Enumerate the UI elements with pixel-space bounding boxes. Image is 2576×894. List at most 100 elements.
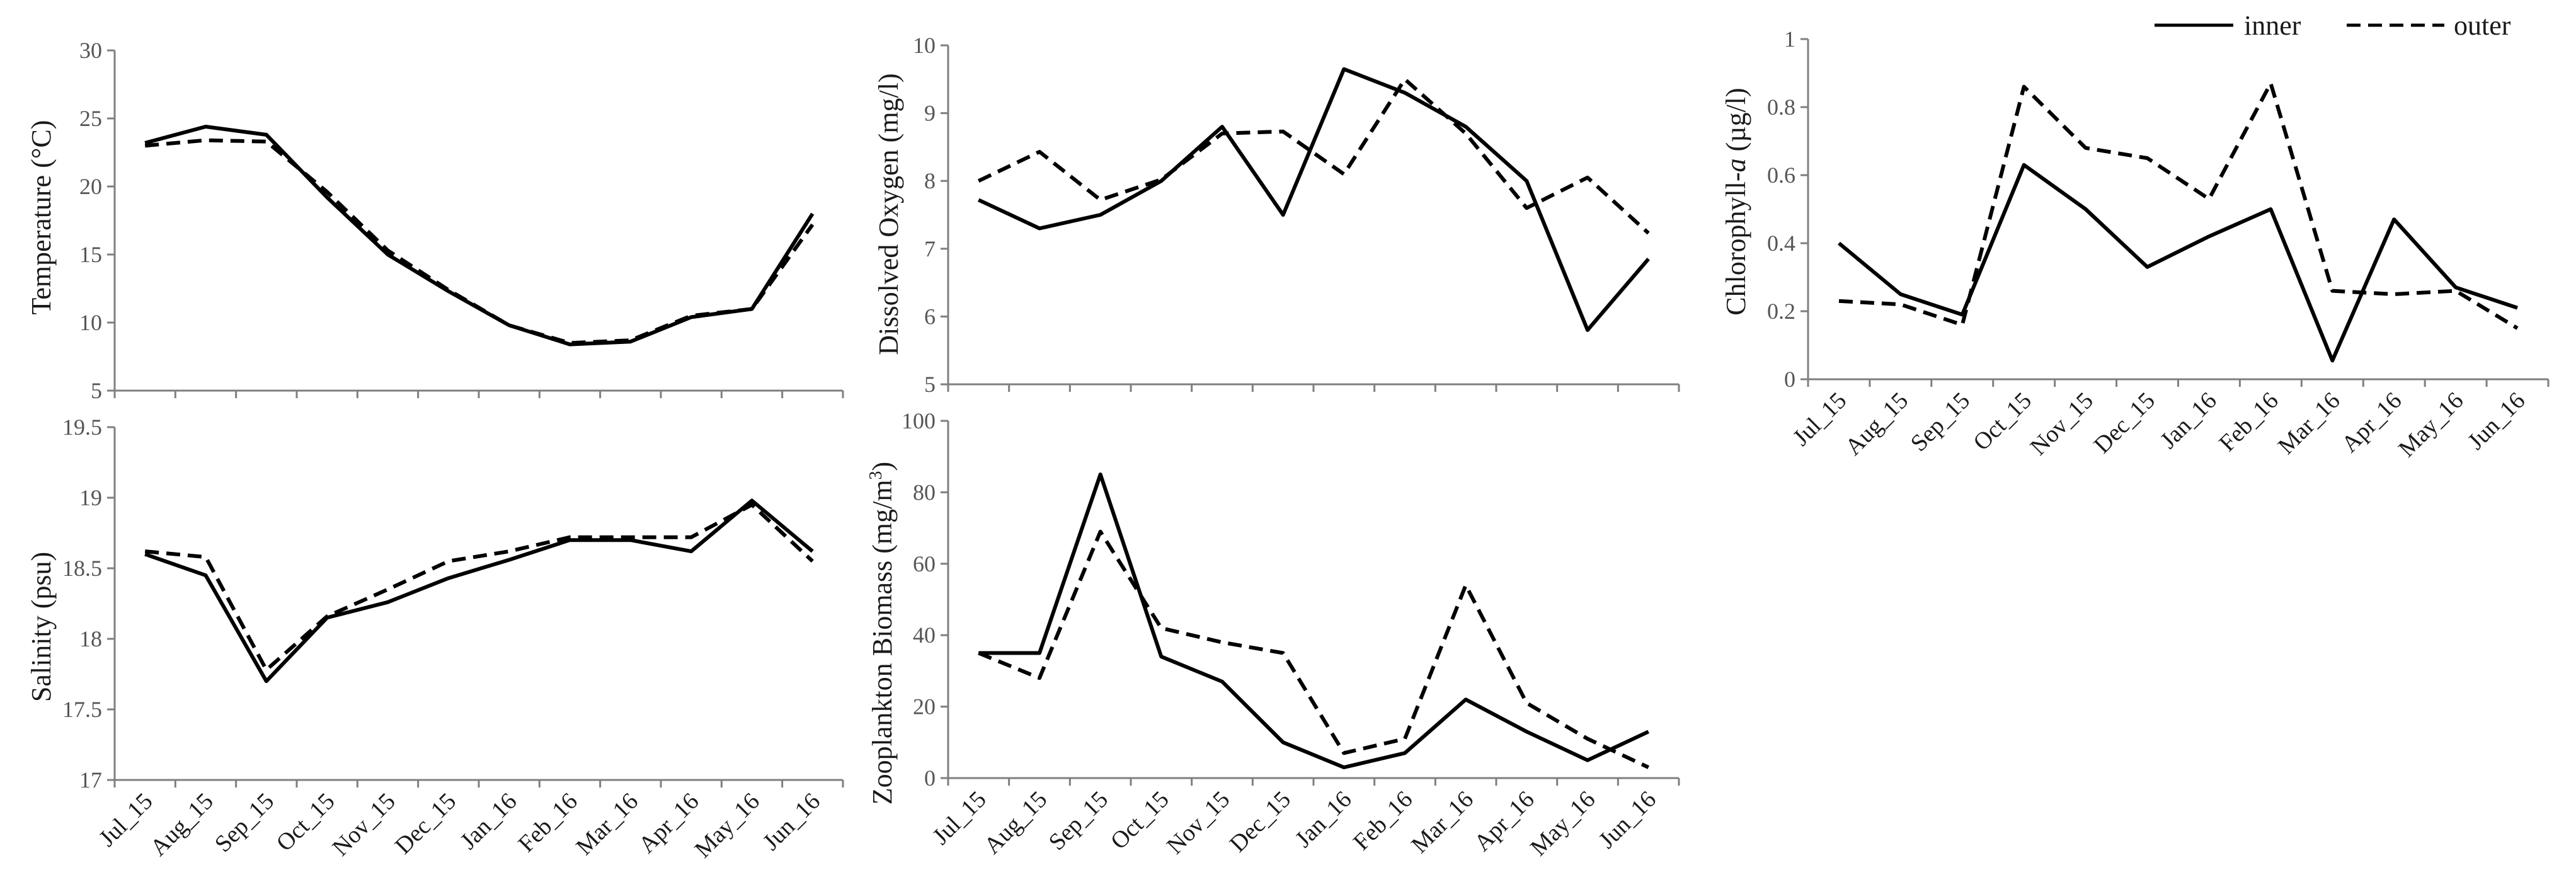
zooplankton-x-ticks: Jul_15Aug_15Sep_15Oct_15Nov_15Dec_15Jan_… (927, 786, 1661, 861)
zooplankton-x-tick-label: Nov_15 (1162, 786, 1235, 859)
temperature-y-tick-label: 15 (79, 242, 102, 267)
zooplankton-ylabel-part2: ) (867, 462, 898, 471)
chlorophyll-y-tick-label: 0.8 (1767, 95, 1795, 120)
zooplankton-x-tick-label: Sep_15 (1044, 786, 1113, 856)
temperature-y-tick-label: 10 (79, 310, 102, 335)
dissolved-oxygen-y-tick-label: 6 (924, 304, 936, 329)
chlorophyll-x-tick-label: Jun_16 (2463, 387, 2530, 455)
salinity-series (144, 498, 814, 684)
chlorophyll-y-tick-label: 1 (1784, 26, 1795, 52)
salinity-x-tick-label: Mar_16 (571, 788, 643, 861)
dissolved-oxygen-y-tick-label: 5 (924, 372, 936, 397)
dissolved-oxygen-y-tick-label: 9 (924, 101, 936, 126)
zooplankton-ylabel-sup: 3 (866, 471, 886, 479)
chlorophyll-x-tick-label: Nov_15 (2025, 387, 2098, 461)
salinity-x-tick-label: Jan_16 (455, 788, 522, 855)
salinity-x-tick-label: Sep_15 (210, 788, 279, 857)
legend: inner outer (2155, 10, 2511, 41)
salinity-y-tick-label: 19 (79, 485, 102, 510)
zooplankton-y-tick-label: 100 (902, 408, 936, 433)
temperature-y-ticks: 5 10 15 20 25 30 (79, 38, 115, 403)
dissolved-oxygen-y-tick-label: 7 (924, 236, 936, 261)
dissolved-oxygen-series (978, 67, 1650, 332)
zooplankton-x-tick-label: Dec_15 (1225, 786, 1296, 857)
salinity-x-tick-label: Jun_16 (758, 788, 825, 856)
chlorophyll-ylabel: Chlorophyll-a (µg/l) (1720, 88, 1751, 315)
salinity-x-tick-label: Oct_15 (272, 788, 340, 857)
dissolved-oxygen-axes (947, 45, 1680, 392)
salinity-series-outer (144, 503, 814, 672)
dissolved-oxygen-y-tick-label: 8 (924, 168, 936, 193)
zooplankton-x-tick-label: Jan_16 (1290, 786, 1357, 853)
chlorophyll-x-tick-label: May_16 (2393, 387, 2468, 462)
salinity-series-inner (144, 498, 814, 684)
chlorophyll-x-tick-label: Feb_16 (2214, 387, 2283, 457)
chlorophyll-ylabel-part1: Chlorophyll- (1720, 172, 1751, 315)
zooplankton-ylabel: Zooplankton Biomass (mg/m3) (866, 462, 898, 805)
zooplankton-x-tick-label: Aug_15 (979, 786, 1052, 859)
salinity-x-tick-label: Nov_15 (328, 788, 401, 861)
zooplankton-series-outer (978, 529, 1649, 769)
temperature-ylabel: Temperature (°C) (26, 120, 57, 315)
dissolved-oxygen-y-tick-label: 10 (913, 33, 936, 58)
chlorophyll-chart: Chlorophyll-a (µg/l) 0 0.2 0.4 0.6 0.8 1 Jul_… (1720, 26, 2550, 462)
zooplankton-y-tick-label: 0 (924, 765, 936, 791)
salinity-x-ticks: Jul_15Aug_15Sep_15Oct_15Nov_15Dec_15Jan_… (94, 788, 825, 863)
zooplankton-chart: Zooplankton Biomass (mg/m3) 0 20 40 60 80 100… (866, 408, 1680, 861)
salinity-y-tick-label: 19.5 (62, 415, 102, 440)
temperature-axes (113, 50, 844, 398)
temperature-y-tick-label: 30 (79, 38, 102, 63)
temperature-y-tick-label: 25 (79, 106, 102, 131)
zooplankton-y-ticks: 0 20 40 60 80 100 (902, 408, 948, 791)
chlorophyll-series (1838, 81, 2519, 363)
zooplankton-ylabel-part1: Zooplankton Biomass (mg/m (867, 479, 898, 805)
zooplankton-series (978, 473, 1649, 769)
temperature-chart: Temperature (°C) 5 10 15 20 25 30 (26, 38, 844, 403)
dissolved-oxygen-series-outer (978, 77, 1650, 235)
chlorophyll-y-tick-label: 0.6 (1767, 163, 1795, 188)
salinity-y-tick-label: 18.5 (62, 556, 102, 581)
salinity-chart: Salinity (psu) 17 17.5 18 18.5 19 19.5 Jul_15… (26, 415, 844, 863)
zooplankton-series-inner (978, 473, 1649, 769)
dissolved-oxygen-ylabel: Dissolved Oxygen (mg/l) (873, 73, 904, 355)
chlorophyll-x-tick-label: Oct_15 (1968, 387, 2037, 456)
chlorophyll-x-tick-label: Aug_15 (1840, 387, 1913, 461)
chlorophyll-x-ticks: Jul_15Aug_15Sep_15Oct_15Nov_15Dec_15Jan_… (1788, 387, 2530, 462)
zooplankton-y-tick-label: 40 (913, 622, 936, 648)
chlorophyll-x-tick-label: Dec_15 (2089, 387, 2160, 459)
temperature-series-outer (144, 138, 815, 345)
zooplankton-y-tick-label: 60 (913, 551, 936, 576)
chlorophyll-axes (1807, 39, 2550, 387)
chlorophyll-series-outer (1838, 81, 2519, 330)
salinity-ylabel: Salinity (psu) (26, 552, 57, 702)
zooplankton-x-tick-label: Feb_16 (1348, 786, 1417, 856)
salinity-x-tick-label: May_16 (690, 788, 765, 863)
chlorophyll-x-tick-label: Jan_16 (2155, 387, 2222, 454)
chlorophyll-series-inner (1838, 163, 2518, 363)
temperature-series (144, 125, 815, 347)
salinity-x-tick-label: Dec_15 (390, 788, 461, 859)
legend-outer-label: outer (2454, 10, 2511, 41)
zooplankton-x-tick-label: Mar_16 (1406, 786, 1479, 859)
zooplankton-y-tick-label: 20 (913, 694, 936, 719)
chlorophyll-ylabel-part2: (µg/l) (1720, 88, 1751, 158)
chlorophyll-y-tick-label: 0.4 (1767, 231, 1795, 256)
salinity-x-tick-label: Feb_16 (513, 788, 583, 857)
zooplankton-x-tick-label: Jun_16 (1594, 786, 1661, 854)
chlorophyll-y-ticks: 0 0.2 0.4 0.6 0.8 1 (1767, 26, 1808, 392)
salinity-axes (113, 427, 844, 788)
zooplankton-x-tick-label: May_16 (1525, 786, 1600, 861)
chlorophyll-x-tick-label: Sep_15 (1906, 387, 1975, 457)
zooplankton-x-tick-label: Oct_15 (1106, 786, 1174, 855)
chlorophyll-ylabel-italic: a (1720, 158, 1751, 172)
temperature-y-tick-label: 20 (79, 174, 102, 199)
salinity-y-tick-label: 17 (79, 767, 102, 793)
dissolved-oxygen-y-ticks: 5 6 7 8 9 10 (913, 33, 948, 397)
dissolved-oxygen-chart: Dissolved Oxygen (mg/l) 5 6 7 8 9 10 (873, 33, 1680, 397)
legend-inner-label: inner (2244, 10, 2301, 41)
temperature-y-tick-label: 5 (91, 378, 102, 403)
chlorophyll-y-tick-label: 0.2 (1767, 299, 1795, 324)
temperature-series-inner (144, 125, 815, 347)
salinity-y-tick-label: 18 (79, 626, 102, 651)
